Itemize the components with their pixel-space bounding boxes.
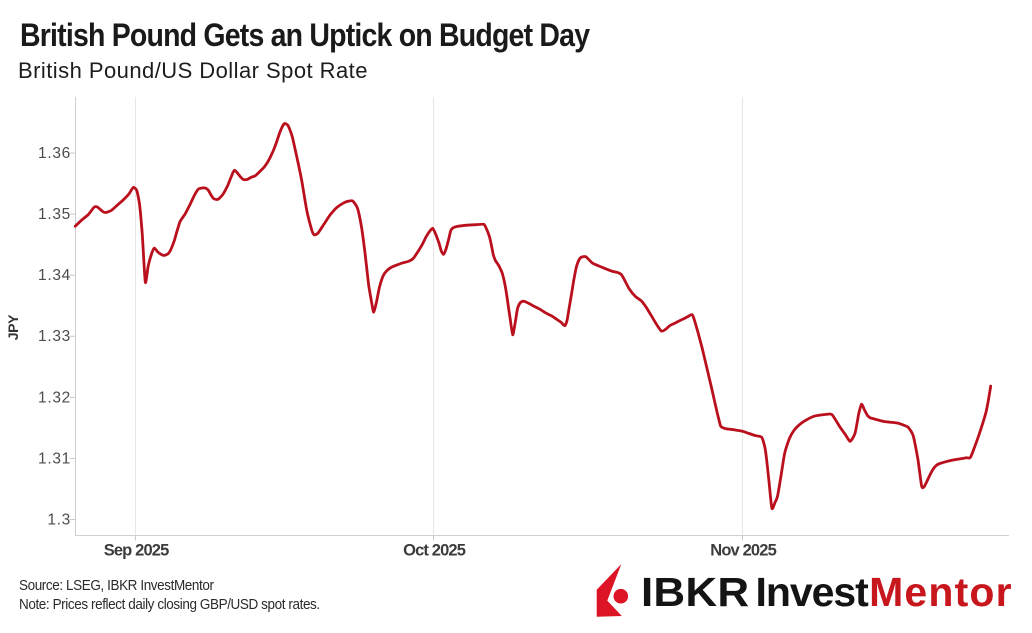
svg-text:Oct 2025: Oct 2025	[403, 541, 466, 559]
svg-text:1.36: 1.36	[38, 145, 71, 162]
svg-text:1.34: 1.34	[38, 267, 71, 284]
svg-text:Nov 2025: Nov 2025	[710, 541, 776, 559]
svg-text:1.35: 1.35	[38, 206, 71, 223]
svg-text:1.3: 1.3	[47, 511, 71, 528]
svg-text:1.33: 1.33	[38, 328, 71, 345]
svg-text:1.32: 1.32	[38, 389, 71, 406]
svg-text:JPY: JPY	[5, 314, 21, 340]
svg-text:1.31: 1.31	[38, 450, 71, 467]
svg-text:Sep 2025: Sep 2025	[104, 541, 169, 559]
